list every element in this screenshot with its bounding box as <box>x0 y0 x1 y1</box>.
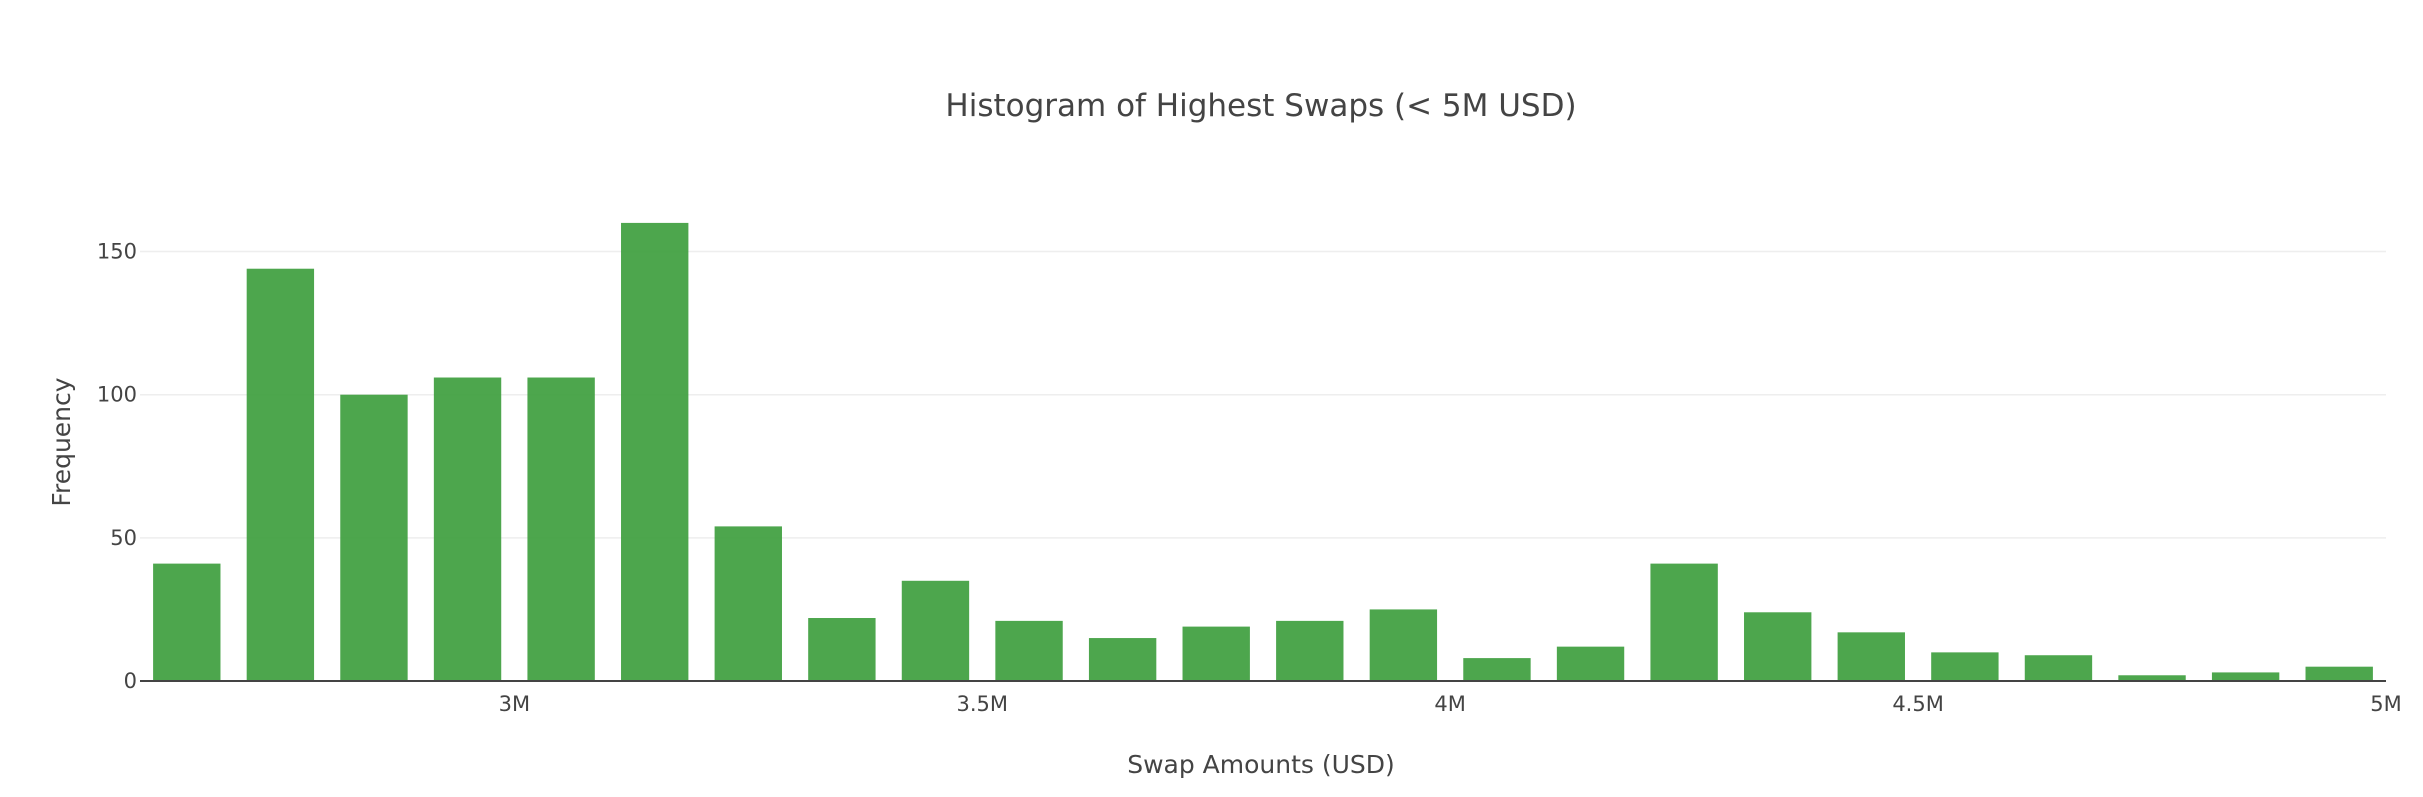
histogram-bar-9 <box>901 580 970 681</box>
grid-lines <box>140 250 2386 539</box>
x-tick-label-4M: 4M <box>1434 692 1465 716</box>
histogram-bar-4 <box>433 377 502 681</box>
histogram-bar-22 <box>2118 675 2186 681</box>
histogram-bar-20 <box>1931 652 1999 681</box>
histogram-bar-5 <box>527 377 595 681</box>
histogram-bar-6 <box>621 222 689 681</box>
histogram-bar-14 <box>1369 609 1438 681</box>
y-tick-labels: 0 50 100 150 <box>97 240 137 693</box>
histogram-bar-21 <box>2024 655 2093 681</box>
histogram-bar-24 <box>2305 666 2373 681</box>
histogram-bar-1 <box>153 563 221 681</box>
histogram-bar-11 <box>1088 638 1157 681</box>
bars <box>153 222 2373 681</box>
histogram-bar-18 <box>1744 612 1812 681</box>
histogram-bar-2 <box>246 268 315 681</box>
chart-title: Histogram of Highest Swaps (< 5M USD) <box>945 88 1576 124</box>
x-tick-label-3M: 3M <box>499 692 530 716</box>
x-tick-label-4.5M: 4.5M <box>1892 692 1944 716</box>
y-tick-label-100: 100 <box>97 383 137 407</box>
histogram-bar-15 <box>1463 658 1531 681</box>
y-tick-label-150: 150 <box>97 240 137 264</box>
y-tick-label-50: 50 <box>110 526 137 550</box>
histogram-bar-10 <box>995 620 1063 681</box>
histogram-bar-17 <box>1650 563 1718 681</box>
x-axis-title: Swap Amounts (USD) <box>1127 750 1395 779</box>
x-tick-label-3.5M: 3.5M <box>956 692 1008 716</box>
histogram-bar-7 <box>714 526 782 681</box>
y-tick-label-0: 0 <box>124 669 137 693</box>
histogram-bar-3 <box>340 394 408 681</box>
histogram-bar-12 <box>1182 626 1250 681</box>
histogram-bar-16 <box>1556 646 1625 681</box>
histogram-bar-19 <box>1837 632 1905 681</box>
histogram-bar-13 <box>1276 620 1344 681</box>
histogram-bar-23 <box>2211 672 2280 681</box>
y-axis-title: Frequency <box>47 377 76 506</box>
x-tick-labels: 3M 3.5M 4M 4.5M 5M <box>499 692 2402 716</box>
x-tick-label-5M: 5M <box>2370 692 2401 716</box>
histogram-bar-8 <box>808 618 876 681</box>
